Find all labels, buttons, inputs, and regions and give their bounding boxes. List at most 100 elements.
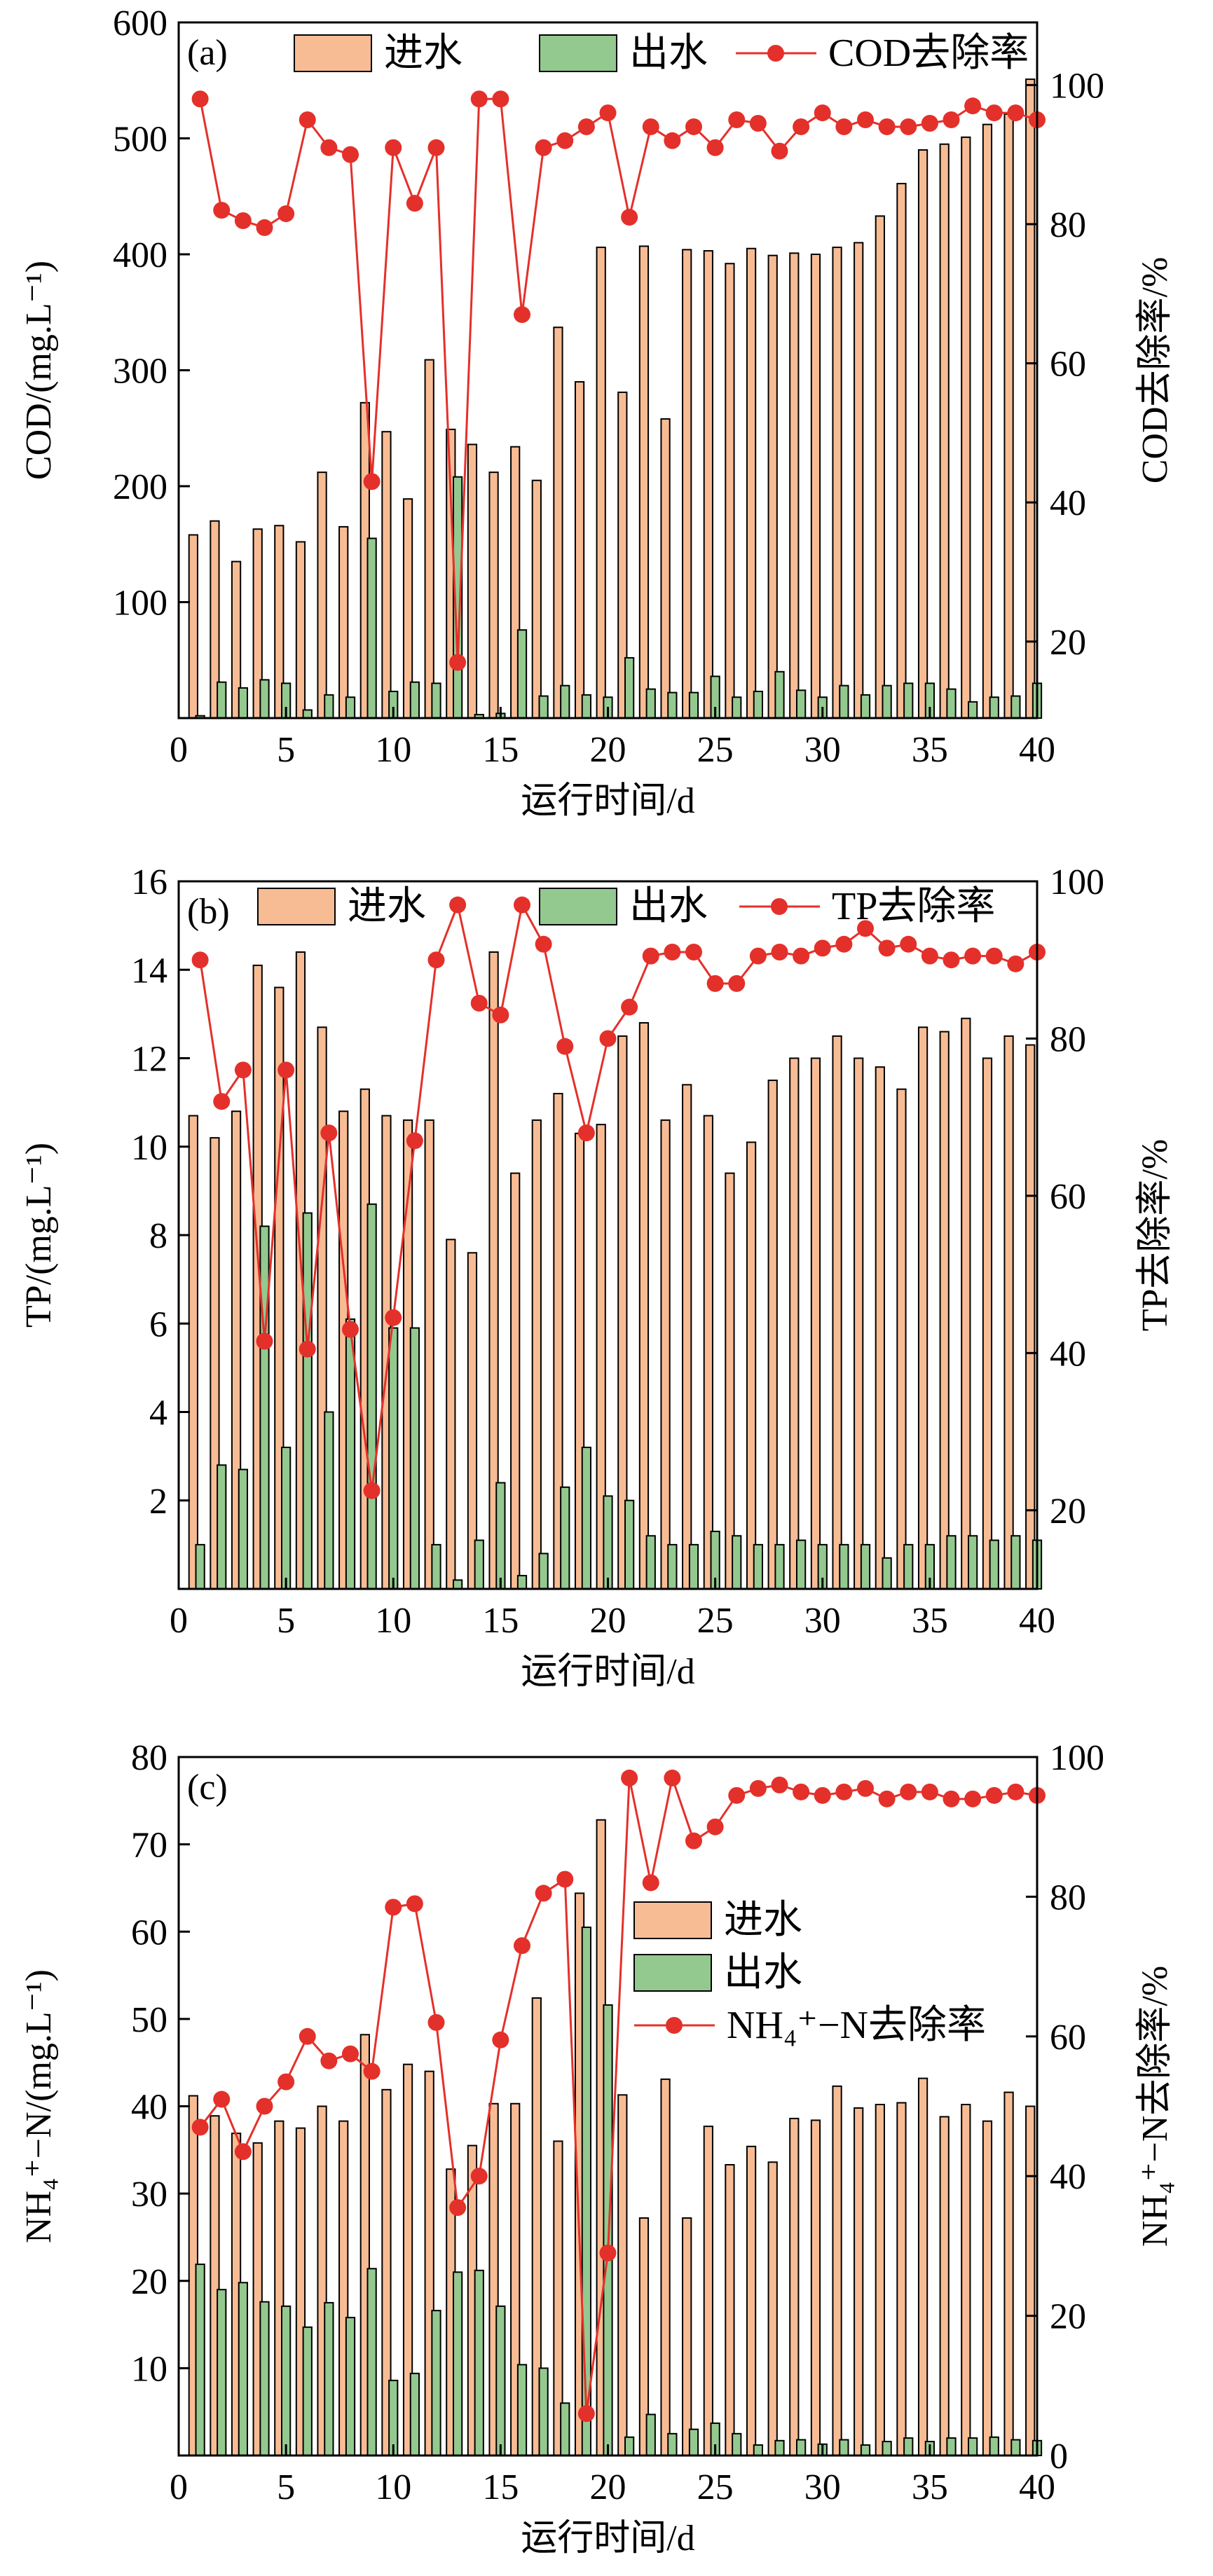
effluent-bar [453, 2271, 463, 2457]
effluent-bar [281, 1447, 292, 1590]
x-tick-label: 20 [590, 1601, 626, 1641]
removal-rate-point [749, 947, 767, 965]
effluent-bar [516, 629, 528, 719]
y2-tick-label: 20 [1050, 623, 1086, 663]
effluent-bar [989, 1539, 999, 1590]
removal-rate-point [363, 473, 381, 490]
removal-rate-point [514, 306, 530, 324]
y-tick-label: 40 [131, 2088, 167, 2128]
y2-tick-label: 100 [1050, 66, 1104, 106]
effluent-bar [774, 1543, 785, 1590]
removal-rate-point [814, 1786, 831, 1804]
influent-bar [682, 249, 692, 719]
effluent-bar [324, 2301, 334, 2456]
removal-rate-point [835, 935, 853, 953]
influent-bar [467, 1252, 478, 1590]
effluent-bar [903, 2437, 914, 2456]
removal-rate-point [685, 944, 702, 960]
removal-rate-point [277, 2073, 295, 2091]
influent-bar [917, 2077, 928, 2457]
effluent-bar [796, 1539, 807, 1590]
removal-rate-point [985, 947, 1003, 965]
influent-bar [1025, 1044, 1036, 1590]
x-tick-label: 30 [804, 2467, 841, 2507]
effluent-bar [259, 2301, 270, 2456]
effluent-bar [345, 2317, 356, 2457]
legend-label: 进水 [348, 885, 426, 928]
removal-rate-point [621, 209, 638, 226]
removal-rate-point [814, 939, 831, 957]
legend-swatch [633, 1954, 712, 1992]
legend-marker [767, 45, 784, 62]
removal-rate-point [771, 944, 788, 960]
removal-rate-point [234, 1061, 252, 1079]
influent-bar [617, 2094, 628, 2457]
removal-rate-point [857, 1779, 874, 1797]
removal-rate-point [685, 1832, 702, 1850]
legend-label: 进水 [724, 1899, 802, 1942]
y2-tick-label: 40 [1050, 1334, 1086, 1374]
removal-rate-point [985, 104, 1003, 122]
x-tick-label: 30 [804, 730, 841, 770]
y-tick-label: 20 [131, 2262, 167, 2302]
x-tick-label: 0 [170, 730, 188, 770]
influent-bar [746, 247, 757, 719]
effluent-bar [538, 1552, 549, 1590]
influent-bar [188, 1115, 198, 1590]
x-tick-label: 40 [1019, 2467, 1055, 2507]
influent-bar [854, 1057, 864, 1590]
effluent-bar [732, 2432, 742, 2456]
influent-bar [488, 471, 499, 719]
x-tick-label: 0 [170, 2467, 188, 2507]
removal-rate-point [964, 1790, 982, 1807]
removal-rate-point [664, 944, 681, 960]
effluent-bar [366, 537, 377, 719]
effluent-bar [839, 684, 849, 719]
effluent-bar [645, 2413, 656, 2457]
legend-label: COD去除率 [828, 32, 1029, 75]
effluent-bar [302, 2326, 313, 2457]
removal-rate-point [943, 111, 960, 129]
y2-tick-label: 80 [1050, 205, 1086, 245]
removal-rate-point [900, 118, 917, 135]
legend-marker [771, 898, 788, 915]
removal-rate-point [878, 939, 896, 957]
removal-rate-point [921, 947, 938, 965]
y-tick-label: 2 [149, 1482, 167, 1522]
removal-rate-point [427, 2013, 445, 2031]
effluent-bar [732, 1535, 742, 1590]
y-tick-label: 6 [149, 1304, 167, 1344]
y-tick-label: 10 [131, 1128, 167, 1168]
removal-rate-point [427, 139, 445, 156]
influent-bar [703, 2126, 713, 2457]
removal-rate-point [234, 212, 252, 230]
removal-rate-point [1007, 104, 1024, 122]
legend-item: 进水 [633, 1899, 802, 1942]
x-tick-label: 15 [482, 730, 519, 770]
influent-bar [767, 254, 778, 719]
removal-rate-line [199, 901, 1038, 1491]
y2-tick-label: 100 [1050, 862, 1104, 902]
x-tick-label: 10 [375, 1601, 411, 1641]
effluent-bar [431, 682, 441, 719]
effluent-bar [903, 682, 914, 719]
y2-tick-label: 100 [1050, 1738, 1104, 1778]
removal-rate-point [706, 139, 724, 156]
effluent-bar [409, 1327, 420, 1590]
influent-bar [789, 2117, 800, 2456]
effluent-bar [968, 701, 978, 719]
influent-bar [939, 143, 950, 719]
y-tick-label: 16 [131, 862, 167, 902]
effluent-bar [259, 1225, 270, 1590]
influent-bar [982, 1057, 993, 1590]
legend-swatch [539, 888, 617, 925]
removal-rate-point [749, 114, 767, 132]
effluent-bar [345, 696, 356, 719]
effluent-bar [560, 1486, 570, 1590]
removal-rate-point [621, 998, 638, 1016]
removal-rate-point [535, 139, 552, 156]
effluent-bar [624, 656, 635, 719]
effluent-bar [431, 1543, 441, 1590]
removal-rate-point [256, 2098, 273, 2115]
